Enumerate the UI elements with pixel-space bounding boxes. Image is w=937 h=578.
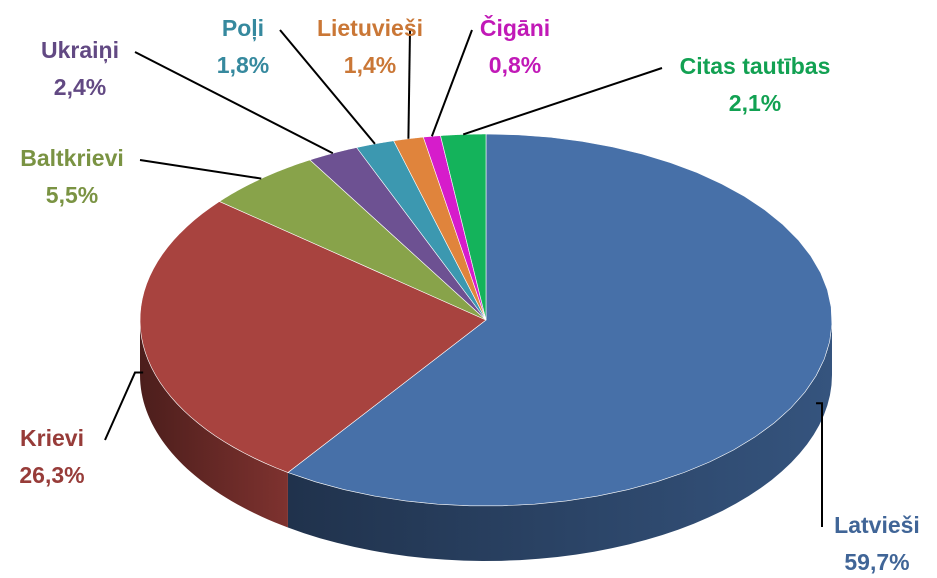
- leader-line: [430, 29, 473, 137]
- slice-label: Ukraiņi: [41, 37, 119, 63]
- value-label: 1,8%: [217, 52, 269, 78]
- value-label: 1,4%: [344, 52, 396, 78]
- slice-side: [140, 320, 288, 528]
- slice: [287, 133, 833, 507]
- slice-label: Latvieši: [834, 512, 920, 538]
- leader-line: [104, 371, 144, 441]
- slice-side: [287, 320, 832, 561]
- leader-line: [407, 29, 411, 139]
- leader-line: [134, 51, 334, 155]
- value-label: 59,7%: [844, 549, 909, 575]
- value-label: 2,4%: [54, 74, 106, 100]
- value-label: 0,8%: [489, 52, 541, 78]
- slice-label: Lietuvieši: [317, 15, 423, 41]
- slice: [393, 136, 487, 321]
- slice: [356, 140, 487, 321]
- slice-label: Baltkrievi: [20, 145, 124, 171]
- slice: [139, 201, 487, 473]
- leader-line: [279, 29, 376, 145]
- value-label: 2,1%: [729, 90, 781, 116]
- slice-label: Poļi: [222, 15, 264, 41]
- slice: [309, 147, 487, 321]
- leader-line: [139, 159, 262, 180]
- slice-label: Krievi: [20, 425, 84, 451]
- value-label: 5,5%: [46, 182, 98, 208]
- leader-line: [816, 402, 823, 527]
- slice-label: Citas tautības: [680, 53, 831, 79]
- value-label: 26,3%: [19, 462, 84, 488]
- leader-line: [462, 67, 663, 136]
- slice-label: Čigāni: [480, 14, 550, 41]
